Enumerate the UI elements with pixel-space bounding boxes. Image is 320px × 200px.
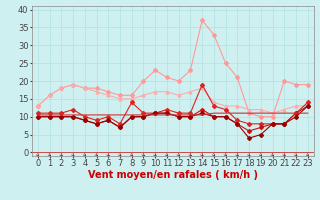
X-axis label: Vent moyen/en rafales ( km/h ): Vent moyen/en rafales ( km/h ) (88, 170, 258, 180)
